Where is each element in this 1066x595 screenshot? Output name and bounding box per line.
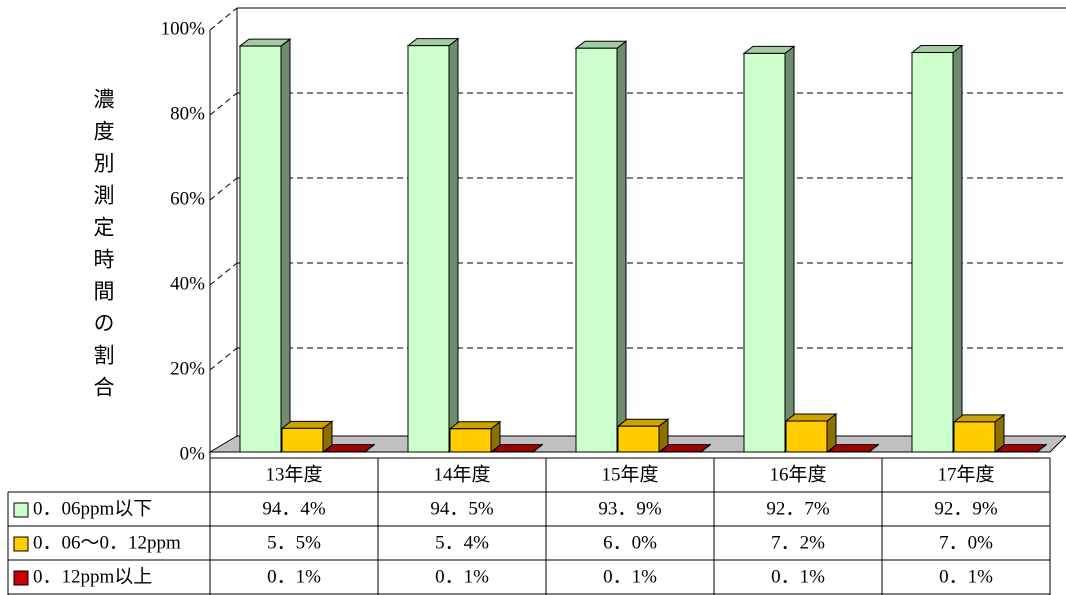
legend-label: 0．06～0．12ppm xyxy=(33,532,181,553)
x-tick-label: 14年度 xyxy=(433,463,490,485)
table-value: 0．1% xyxy=(435,566,489,587)
x-tick-label: 15年度 xyxy=(601,463,658,485)
bar-side xyxy=(448,37,459,454)
grid-diagonal xyxy=(209,262,238,286)
legend-swatch xyxy=(13,570,29,586)
legend-swatch xyxy=(13,502,29,518)
bar-side xyxy=(952,44,963,454)
x-tick-label: 16年度 xyxy=(769,463,826,485)
table-value: 5．5% xyxy=(267,532,321,553)
y-tick-label: 20% xyxy=(170,358,205,379)
grid-diagonal xyxy=(209,7,238,31)
x-tick-label: 13年度 xyxy=(265,463,322,485)
bar-top xyxy=(826,444,880,453)
bar xyxy=(239,45,282,453)
bar-top xyxy=(238,38,292,47)
table-value: 7．2% xyxy=(771,532,825,553)
table-value: 0．1% xyxy=(603,566,657,587)
bar-top xyxy=(784,413,838,422)
table-value: 94．4% xyxy=(262,498,326,519)
bar xyxy=(281,427,324,453)
table-value: 5．4% xyxy=(435,532,489,553)
bar-top xyxy=(616,418,670,427)
bar-top xyxy=(658,444,712,453)
bar xyxy=(575,47,618,453)
bar-side xyxy=(784,45,795,454)
table-value: 94．5% xyxy=(430,498,494,519)
table-value: 0．1% xyxy=(771,566,825,587)
grid-diagonal xyxy=(209,177,238,201)
bar-top xyxy=(448,421,502,430)
bar-top xyxy=(322,444,376,453)
legend-label: 0．12ppm以上 xyxy=(33,565,152,587)
bar xyxy=(785,420,828,453)
grid-diagonal xyxy=(209,347,238,371)
bar xyxy=(743,52,786,453)
y-tick-label: 0% xyxy=(180,443,206,464)
bar-top xyxy=(742,45,796,54)
bar-side xyxy=(616,40,627,454)
bar-top xyxy=(406,38,460,47)
bar xyxy=(407,45,450,453)
table-value: 7．0% xyxy=(939,532,993,553)
x-tick-label: 17年度 xyxy=(937,463,994,485)
table-value: 93．9% xyxy=(598,498,662,519)
bar-top xyxy=(952,414,1006,423)
bar xyxy=(953,421,996,453)
bar-top xyxy=(490,444,544,453)
bar-top xyxy=(574,40,628,49)
table-value: 0．1% xyxy=(939,566,993,587)
table-value: 6．0% xyxy=(603,532,657,553)
grid-diagonal xyxy=(209,92,238,116)
bar xyxy=(911,52,954,453)
bar-side xyxy=(280,38,291,454)
legend-label: 0．06ppm以下 xyxy=(33,498,152,519)
y-tick-label: 100% xyxy=(161,18,206,39)
bar xyxy=(617,425,660,453)
legend-swatch xyxy=(13,536,29,552)
y-tick-label: 80% xyxy=(170,103,205,124)
bar-top xyxy=(910,45,964,54)
y-axis-label: 濃度別測定時間の割合 xyxy=(91,88,115,408)
table-value: 92．9% xyxy=(934,498,998,519)
bar xyxy=(449,428,492,453)
bar-top xyxy=(994,444,1048,453)
y-tick-label: 40% xyxy=(170,273,205,294)
table-value: 92．7% xyxy=(766,498,830,519)
y-tick-label: 60% xyxy=(170,188,205,209)
table-value: 0．1% xyxy=(267,566,321,587)
bar-top xyxy=(280,420,334,429)
